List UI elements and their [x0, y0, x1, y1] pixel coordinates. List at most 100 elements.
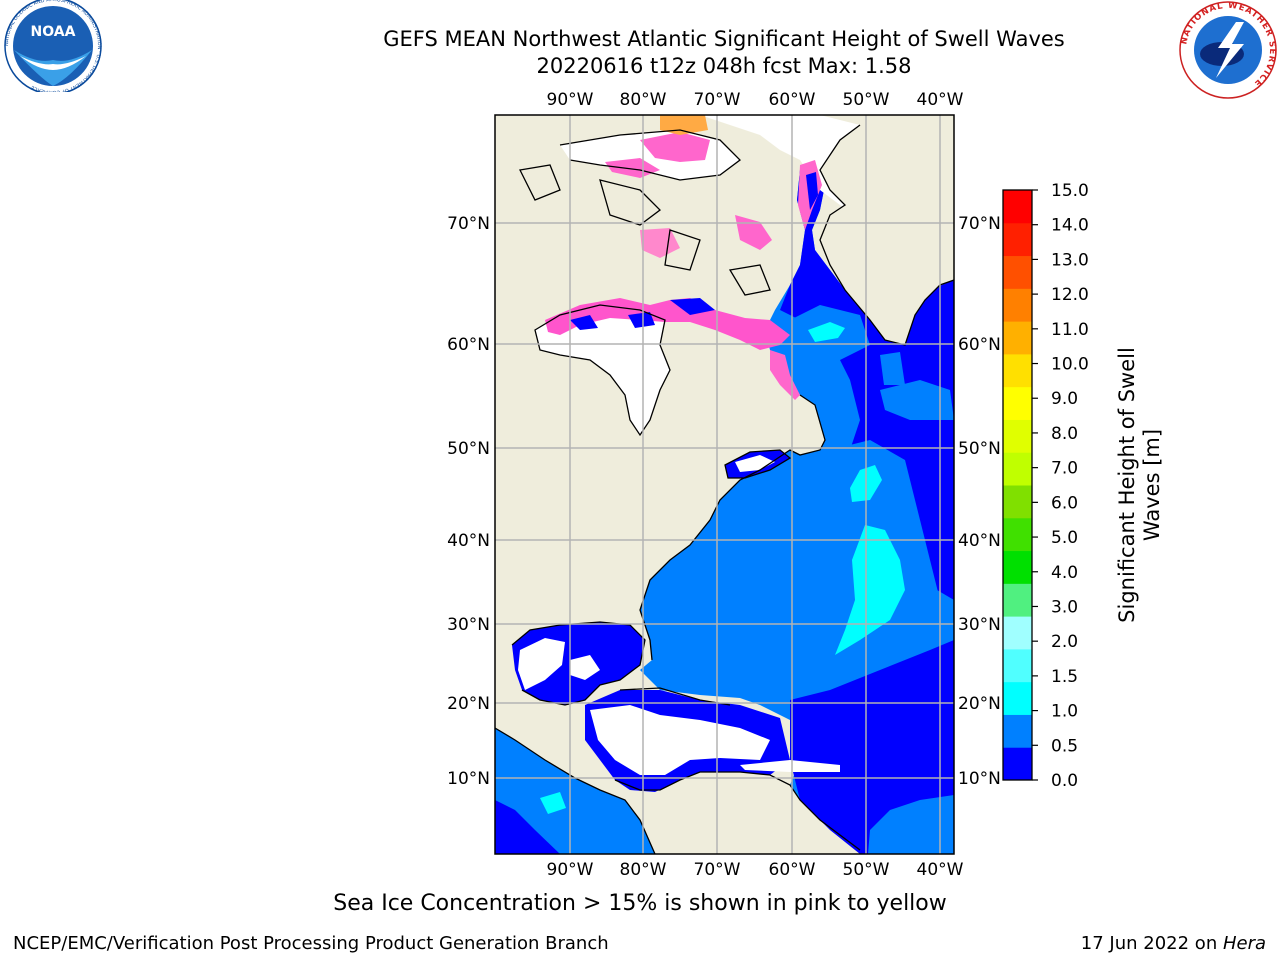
baffin-ice-2	[640, 228, 680, 258]
lon-labels-top: 90°W 80°W 70°W 60°W 50°W 40°W	[547, 90, 964, 110]
title-line-1: GEFS MEAN Northwest Atlantic Significant…	[383, 27, 1065, 51]
footer-credit: NCEP/EMC/Verification Post Processing Pr…	[13, 933, 609, 954]
lon-label-top: 90°W	[547, 90, 594, 110]
colorbar-swatch	[1003, 255, 1032, 289]
colorbar-tick-label: 4.0	[1051, 563, 1078, 583]
gulf-no-data-east	[570, 655, 600, 680]
colorbar-swatch	[1003, 517, 1032, 552]
lon-label-bottom: 90°W	[547, 860, 594, 880]
lat-label-right: 70°N	[958, 214, 1001, 234]
colorbar-swatch	[1003, 353, 1032, 388]
greenland-land	[820, 115, 954, 345]
colorbar-tick-label: 2.0	[1051, 632, 1078, 652]
colorbar-swatch	[1003, 419, 1032, 453]
footer-host: Hera	[1222, 933, 1266, 954]
hudson-bay	[535, 305, 670, 435]
colorbar-tick-label: 8.0	[1051, 424, 1078, 444]
colorbar-swatch	[1003, 616, 1032, 650]
arctic-ice-yellow	[660, 115, 708, 135]
lat-label-left: 40°N	[447, 531, 490, 551]
lat-label-left: 20°N	[447, 694, 490, 714]
lat-label-left: 60°N	[447, 335, 490, 355]
colorbar-tick-label: 11.0	[1051, 320, 1089, 340]
colorbar-swatch	[1003, 583, 1032, 617]
colorbar-tick-label: 1.0	[1051, 702, 1078, 722]
lon-label-bottom: 60°W	[769, 860, 816, 880]
lat-label-left: 70°N	[447, 214, 490, 234]
caribbean-no-data	[590, 705, 770, 775]
colorbar-swatch	[1003, 485, 1032, 519]
lon-label-bottom: 40°W	[917, 860, 964, 880]
colorbar-tick-label: 0.0	[1051, 771, 1078, 791]
colorbar-tick-label: 10.0	[1051, 355, 1089, 375]
arctic-ice-1	[640, 132, 710, 162]
eastern-pacific	[495, 728, 655, 854]
graticule	[495, 115, 954, 854]
title-line-2: 20220616 t12z 048h fcst Max: 1.58	[536, 54, 912, 78]
colorbar-swatch	[1003, 550, 1032, 584]
colorbar-swatch	[1003, 714, 1032, 748]
colorbar-tick-label: 12.0	[1051, 285, 1089, 305]
lon-label-bottom: 50°W	[843, 860, 890, 880]
atlantic-ocean-low-south	[790, 640, 954, 854]
lon-label-top: 50°W	[843, 90, 890, 110]
colorbar-swatch	[1003, 452, 1032, 486]
map-frame	[494, 114, 955, 855]
lat-label-right: 40°N	[958, 531, 1001, 551]
chart-title: GEFS MEAN Northwest Atlantic Significant…	[0, 26, 1280, 80]
hudson-bay-ice-blue	[570, 315, 598, 330]
colorbar-swatch	[1003, 648, 1032, 683]
colorbar-swatch	[1003, 321, 1032, 355]
nws-logo: NATIONAL WEATHER SERVICE	[1179, 1, 1277, 99]
lon-label-bottom: 80°W	[620, 860, 667, 880]
lat-label-right: 50°N	[958, 439, 1001, 459]
eastern-pacific-deep	[495, 800, 560, 854]
colorbar-swatch	[1003, 222, 1032, 257]
lon-label-top: 80°W	[620, 90, 667, 110]
lat-label-right: 20°N	[958, 694, 1001, 714]
lat-labels-left: 70°N 60°N 50°N 40°N 30°N 20°N 10°N	[447, 214, 490, 789]
lat-labels-right: 70°N 60°N 50°N 40°N 30°N 20°N 10°N	[958, 214, 1001, 789]
colorbar-tick-label: 1.5	[1051, 667, 1078, 687]
colorbar-swatch	[1003, 288, 1032, 322]
lat-label-right: 60°N	[958, 335, 1001, 355]
lon-label-top: 60°W	[769, 90, 816, 110]
eastern-pacific-cyan	[540, 792, 566, 814]
noaa-logo-text: NOAA	[31, 24, 76, 40]
coastlines	[495, 124, 954, 854]
colorbar: 0.0 0.5 1.0 1.5 2.0 3.0 4.0 5.0 6.0 7.0 8.0 9.0 10.0…	[1002, 181, 1089, 791]
footer-date-text: 17 Jun 2022 on	[1080, 933, 1223, 954]
lon-label-bottom: 70°W	[694, 860, 741, 880]
colorbar-tick-label: 5.0	[1051, 528, 1078, 548]
colorbar-swatch	[1003, 386, 1032, 420]
greenland-coast-blue	[806, 172, 818, 210]
caribbean-east-band	[740, 760, 840, 772]
hudson-bay-ice-blue-2	[628, 312, 655, 328]
lon-label-top: 40°W	[917, 90, 964, 110]
colorbar-swatch	[1003, 190, 1032, 224]
mid-band-north-central	[880, 380, 954, 420]
colorbar-tick-label: 14.0	[1051, 216, 1089, 236]
lon-label-top: 70°W	[694, 90, 741, 110]
lat-label-left: 50°N	[447, 439, 490, 459]
colorbar-tick-label: 6.0	[1051, 493, 1078, 513]
gulf-no-data-west	[518, 638, 565, 690]
colorbar-swatch	[1003, 747, 1032, 781]
lat-label-left: 10°N	[447, 769, 490, 789]
hudson-bay-ice-blue-3	[670, 298, 715, 315]
colorbar-tick-label: 9.0	[1051, 389, 1078, 409]
colorbar-swatch	[1003, 681, 1032, 715]
colorbar-tick-label: 0.5	[1051, 736, 1078, 756]
colorbar-tick-label: 3.0	[1051, 597, 1078, 617]
atlantic-ocean-mid-patch-south	[868, 795, 954, 854]
colorbar-tick-label: 15.0	[1051, 181, 1089, 201]
colorbar-frame	[1002, 189, 1033, 781]
colorbar-label: Significant Height of Swell Waves [m]	[1115, 347, 1164, 623]
colorbar-tick-label: 13.0	[1051, 250, 1089, 270]
labrador-cyan-inner	[808, 322, 845, 342]
sea-ice-note: Sea Ice Concentration > 15% is shown in …	[333, 891, 947, 916]
arctic-ice-2	[605, 158, 660, 178]
footer-date: 17 Jun 2022 on Hera	[1081, 933, 1266, 954]
hudson-bay-ice	[545, 298, 790, 350]
lat-label-right: 30°N	[958, 615, 1001, 635]
